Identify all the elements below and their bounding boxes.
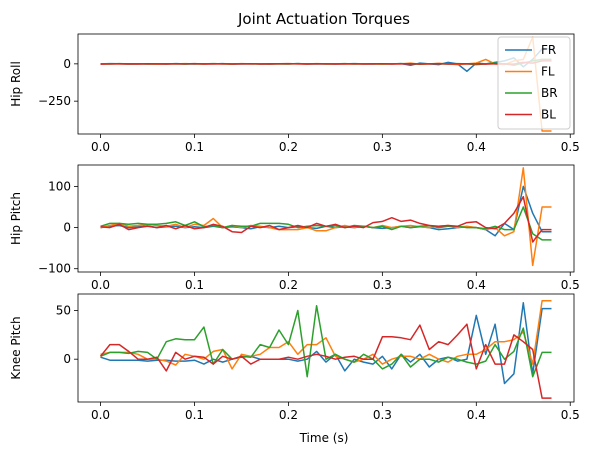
- x-tick-label: 0.3: [373, 140, 392, 154]
- y-tick-label: 0: [63, 57, 71, 71]
- x-tick-label: 0.0: [91, 140, 110, 154]
- legend: FR FL BR BL: [497, 36, 571, 130]
- legend-label-fl: FL: [541, 65, 555, 79]
- x-tick-label: 0.5: [561, 408, 580, 422]
- x-tick-label: 0.3: [373, 278, 392, 292]
- series-line-bl: [100, 60, 552, 65]
- series-line-fr: [100, 302, 552, 385]
- y-axis-label: Knee Pitch: [9, 316, 23, 379]
- y-tick-label: −100: [38, 262, 71, 276]
- x-tick-label: 0.4: [467, 278, 486, 292]
- x-tick-label: 0.2: [279, 140, 298, 154]
- x-tick-label: 0.4: [467, 408, 486, 422]
- series-line-bl: [99, 323, 552, 399]
- series-line-br: [100, 304, 552, 378]
- x-tick-label: 0.0: [91, 278, 110, 292]
- x-tick-label: 0.0: [91, 408, 110, 422]
- subplots-container: 0.0 0.1 0.2 0.3 0.4 0.5 0 −250 Hip Roll 0.0 0.1 0.2…: [9, 33, 580, 422]
- legend-label-fr: FR: [541, 43, 556, 57]
- x-tick-label: 0.2: [279, 408, 298, 422]
- axes-frame: [77, 293, 575, 403]
- subplot-1: 0.0 0.1 0.2 0.3 0.4 0.5 0 −250 Hip Roll: [9, 33, 580, 154]
- y-tick-label: 0: [63, 352, 71, 366]
- x-tick-label: 0.5: [561, 278, 580, 292]
- y-tick-label: 50: [56, 304, 71, 318]
- y-tick-label: −250: [38, 94, 71, 108]
- x-tick-label: 0.1: [185, 278, 204, 292]
- series-group: [100, 167, 552, 267]
- legend-box: [497, 36, 571, 130]
- x-tick-label: 0.2: [279, 278, 298, 292]
- x-tick-label: 0.4: [467, 140, 486, 154]
- x-tick-label: 0.5: [561, 140, 580, 154]
- series-group: [99, 300, 552, 399]
- y-axis-label: Hip Roll: [9, 61, 23, 107]
- subplot-2: 0.0 0.1 0.2 0.3 0.4 0.5 100 0 −100 Hip Pitch: [9, 164, 580, 292]
- series-line-bl: [100, 195, 552, 243]
- x-tick-label: 0.3: [373, 408, 392, 422]
- x-tick-label: 0.1: [185, 140, 204, 154]
- legend-label-bl: BL: [541, 108, 556, 122]
- axes-frame: [77, 164, 575, 273]
- y-tick-label: 100: [48, 179, 71, 193]
- y-axis-label: Hip Pitch: [9, 192, 23, 245]
- series-line-fl: [100, 300, 552, 370]
- x-tick-label: 0.1: [185, 408, 204, 422]
- axes-frame: [77, 33, 575, 135]
- x-axis-label: Time (s): [299, 431, 349, 445]
- subplot-3: 0.0 0.1 0.2 0.3 0.4 0.5 50 0 Knee Pitch: [9, 293, 580, 422]
- y-tick-label: 0: [63, 221, 71, 235]
- series-group: [100, 36, 552, 132]
- chart-title: Joint Actuation Torques: [237, 10, 410, 28]
- legend-label-br: BR: [541, 86, 558, 100]
